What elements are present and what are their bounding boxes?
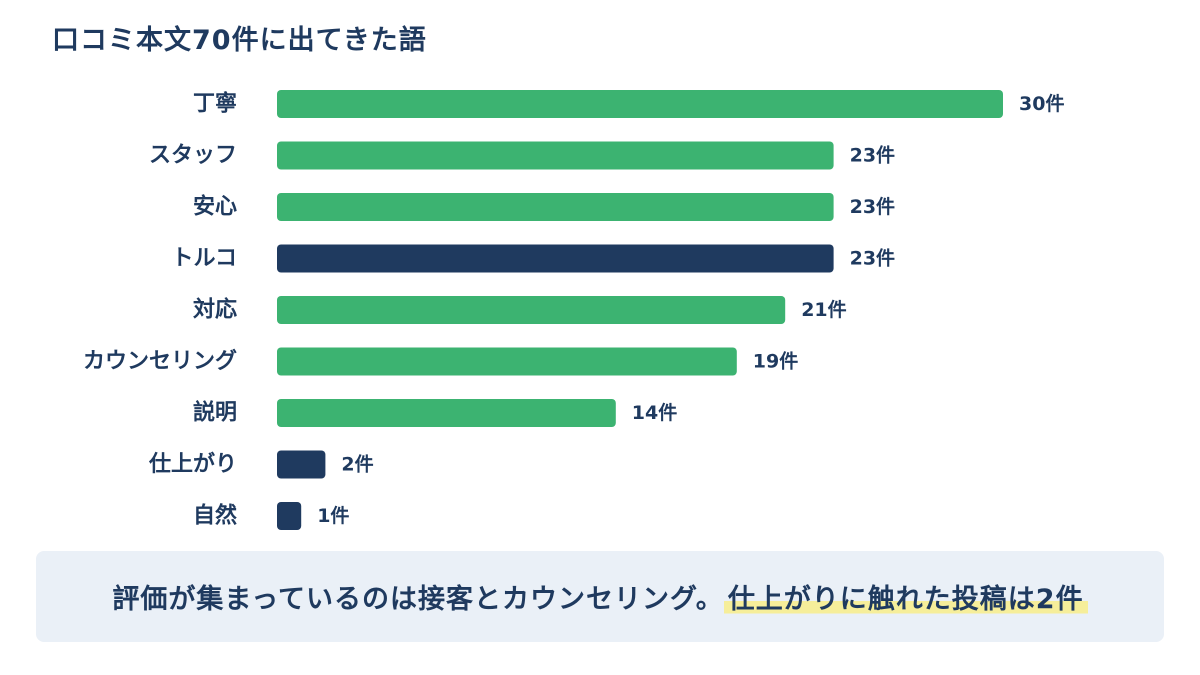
bar xyxy=(277,141,834,170)
caption-main: 評価が集まっているのは接客とカウンセリング。 xyxy=(112,584,724,615)
bar xyxy=(277,193,834,221)
value-label: 23件 xyxy=(850,247,895,270)
bar xyxy=(277,450,326,479)
category-label: 対応 xyxy=(193,297,237,323)
bar xyxy=(277,90,1003,118)
category-label: トルコ xyxy=(171,246,237,271)
bar xyxy=(277,502,302,530)
value-label: 2件 xyxy=(341,453,373,476)
value-label: 19件 xyxy=(753,350,798,373)
category-label: 丁寧 xyxy=(193,91,237,117)
value-label: 1件 xyxy=(317,504,349,527)
bar xyxy=(277,347,737,376)
value-label: 21件 xyxy=(801,298,846,321)
chart-title: 口コミ本文70件に出てきた語 xyxy=(52,25,427,56)
bar xyxy=(277,244,834,273)
value-label: 30件 xyxy=(1019,92,1064,115)
value-label: 23件 xyxy=(850,144,895,167)
category-label: カウンセリング xyxy=(83,348,237,374)
category-label: スタッフ xyxy=(149,143,237,168)
category-label: 説明 xyxy=(193,400,237,426)
value-label: 14件 xyxy=(632,401,677,424)
value-label: 23件 xyxy=(850,195,895,218)
caption-highlight: 仕上がりに触れた投稿は2件 xyxy=(723,577,1088,616)
category-label: 自然 xyxy=(193,503,237,529)
caption-box: 評価が集まっているのは接客とカウンセリング。 仕上がりに触れた投稿は2件 xyxy=(36,551,1164,642)
bar xyxy=(277,399,616,427)
category-label: 安心 xyxy=(193,194,237,220)
bar xyxy=(277,296,786,324)
category-label: 仕上がり xyxy=(148,451,237,477)
